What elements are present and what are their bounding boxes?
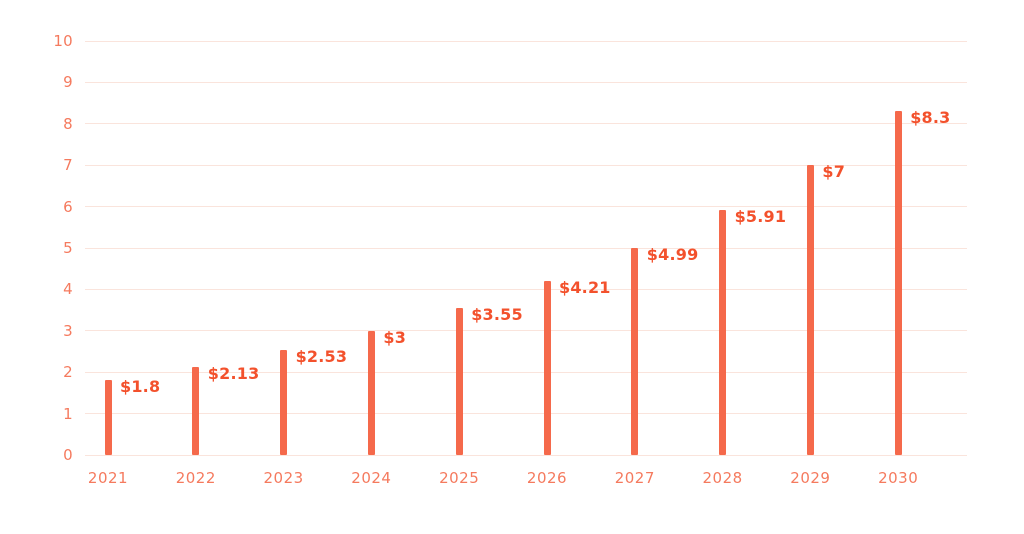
gridline-y4 (85, 288, 967, 290)
bar-value-label-2030: $8.3 (910, 108, 951, 128)
bar-value-label-2028: $5.91 (734, 207, 787, 227)
gridline-y3 (85, 330, 967, 332)
bar-2024 (367, 330, 375, 455)
gridline-y7 (85, 164, 967, 166)
bar-value-label-2026: $4.21 (559, 277, 611, 297)
bar-2027 (631, 248, 639, 455)
gridline-y6 (85, 206, 967, 208)
y-tick-label: 7 (63, 156, 73, 175)
y-tick-label: 6 (63, 197, 73, 216)
bar-value-label-2027: $4.99 (646, 245, 699, 265)
gridline-y2 (85, 371, 967, 373)
bar-value-label-2024: $3 (383, 327, 407, 347)
x-tick-label-2030: 2030 (878, 469, 919, 487)
bar-value-label-2021: $1.8 (120, 377, 161, 397)
x-tick-label-2028: 2028 (702, 469, 743, 487)
x-tick-label-2029: 2029 (790, 469, 831, 487)
y-tick-label: 5 (63, 239, 73, 257)
x-tick-label-2027: 2027 (614, 469, 655, 487)
y-tick-label: 10 (53, 32, 73, 50)
x-tick-label-2023: 2023 (263, 469, 304, 487)
x-tick-label-2026: 2026 (526, 469, 568, 487)
y-tick-label: 0 (63, 446, 73, 464)
y-tick-label: 4 (63, 280, 73, 299)
bar-value-label-2022: $2.13 (207, 363, 260, 383)
x-tick-label-2024: 2024 (351, 469, 392, 487)
bar-2029 (806, 165, 814, 455)
bar-2021 (104, 380, 112, 455)
y-tick-label: 3 (63, 321, 73, 340)
y-tick-label: 1 (63, 404, 73, 423)
gridline-y1 (85, 413, 967, 415)
x-tick-label-2025: 2025 (439, 469, 480, 487)
bar-2026 (543, 280, 551, 455)
bar-2023 (280, 350, 288, 455)
bar-value-label-2023: $2.53 (295, 347, 348, 367)
x-tick-label-2022: 2022 (175, 469, 216, 487)
gridline-y10 (85, 40, 967, 42)
y-tick-label: 9 (63, 73, 73, 92)
x-tick-label-2021: 2021 (87, 469, 129, 487)
y-tick-label: 8 (63, 114, 73, 133)
gridline-y5 (85, 247, 967, 249)
bar-2030 (894, 111, 902, 455)
bar-value-label-2029: $7 (822, 162, 846, 182)
gridline-y8 (85, 123, 967, 125)
bar-2022 (192, 366, 200, 455)
bar-value-label-2025: $3.55 (471, 305, 523, 325)
bar-2028 (719, 210, 727, 455)
y-tick-label: 2 (63, 363, 73, 382)
gridline-y0 (85, 454, 967, 456)
gridline-y9 (85, 81, 967, 83)
bar-2025 (455, 308, 463, 455)
